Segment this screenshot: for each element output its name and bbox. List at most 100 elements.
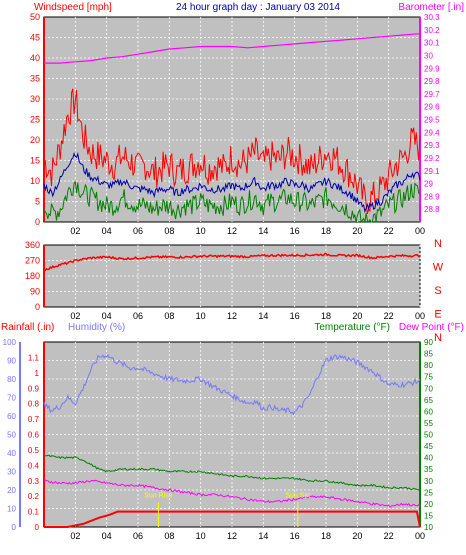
direction-x-tick-label: 02 xyxy=(70,311,80,321)
wind-x-tick-label: 00 xyxy=(415,226,425,236)
direction-x-tick-label: 06 xyxy=(133,311,143,321)
barometer-y-tick-label: 29.9 xyxy=(424,64,440,73)
humidity-y-tick-label: 30 xyxy=(7,468,16,477)
climate-x-tick-label: 02 xyxy=(70,531,80,541)
barometer-y-tick-label: 29.4 xyxy=(424,128,440,137)
barometer-axis-title: Barometer [.in] xyxy=(398,2,464,13)
windspeed-y-tick-label: 35 xyxy=(30,74,40,84)
direction-x-tick-label: 16 xyxy=(290,311,300,321)
windspeed-y-tick-label: 30 xyxy=(30,94,40,104)
temperature-y-tick-label: 25 xyxy=(424,488,433,497)
direction-letter: N xyxy=(434,332,442,344)
direction-x-tick-label: 14 xyxy=(258,311,268,321)
direction-x-tick-label: 00 xyxy=(415,311,425,321)
climate-x-tick-label: 10 xyxy=(196,531,206,541)
rainfall-axis-title: Rainfall (.in) xyxy=(1,322,54,333)
temperature-y-tick-label: 40 xyxy=(424,454,433,463)
windspeed-y-tick-label: 45 xyxy=(30,33,40,43)
direction-letter: N xyxy=(434,238,442,250)
temperature-y-tick-label: 10 xyxy=(424,523,433,532)
rainfall-y-tick-label: 1.1 xyxy=(28,353,40,362)
wind-x-tick-label: 18 xyxy=(321,226,331,236)
wind-x-tick-label: 02 xyxy=(70,226,80,236)
wind-x-tick-label: 10 xyxy=(196,226,206,236)
direction-x-tick-label: 10 xyxy=(196,311,206,321)
barometer-y-tick-label: 30.1 xyxy=(424,39,440,48)
temperature-y-tick-label: 15 xyxy=(424,511,433,520)
windspeed-y-tick-label: 15 xyxy=(30,156,40,166)
climate-x-tick-label: 18 xyxy=(321,531,331,541)
temperature-y-tick-label: 60 xyxy=(424,407,433,416)
temperature-y-tick-label: 70 xyxy=(424,384,433,393)
humidity-y-tick-label: 10 xyxy=(7,505,16,514)
humidity-y-tick-label: 80 xyxy=(7,375,16,384)
wind-x-tick-label: 12 xyxy=(227,226,237,236)
climate-x-tick-label: 12 xyxy=(227,531,237,541)
barometer-y-tick-label: 29.5 xyxy=(424,116,440,125)
wind-avg-series xyxy=(43,151,421,214)
wind-x-tick-label: 16 xyxy=(290,226,300,236)
rainfall-y-tick-label: 0.5 xyxy=(28,446,40,455)
barometer-y-tick-label: 29.1 xyxy=(424,167,440,176)
barometer-y-tick-label: 29.3 xyxy=(424,141,440,150)
direction-x-tick-label: 08 xyxy=(164,311,174,321)
climate-x-tick-label: 06 xyxy=(133,531,143,541)
climate-x-tick-label: 00 xyxy=(415,531,425,541)
temperature-y-tick-label: 90 xyxy=(424,338,433,347)
barometer-y-tick-label: 29.7 xyxy=(424,90,440,99)
rainfall-y-tick-label: 1 xyxy=(35,369,40,378)
wind-gust-series xyxy=(43,88,421,215)
sun-marker-label: Sun Rise xyxy=(144,493,173,500)
wind-x-tick-label: 08 xyxy=(164,226,174,236)
direction-y-tick-label: 0 xyxy=(35,302,40,312)
humidity-y-tick-label: 20 xyxy=(7,486,16,495)
rainfall-y-tick-label: 0.1 xyxy=(28,508,40,517)
temperature-y-tick-label: 55 xyxy=(424,419,433,428)
temperature-y-tick-label: 80 xyxy=(424,361,433,370)
temperature-y-tick-label: 75 xyxy=(424,373,433,382)
barometer-y-tick-label: 30.3 xyxy=(424,13,440,22)
temperature-y-tick-label: 50 xyxy=(424,431,433,440)
sun-marker-label: Sun Set xyxy=(285,493,310,500)
humidity-y-tick-label: 90 xyxy=(7,357,16,366)
direction-x-tick-label: 22 xyxy=(384,311,394,321)
temperature-y-tick-label: 35 xyxy=(424,465,433,474)
barometer-y-tick-label: 30 xyxy=(424,51,433,60)
climate-x-tick-label: 08 xyxy=(164,531,174,541)
graph-title: 24 hour graph day : January 03 2014 xyxy=(176,2,340,13)
climate-x-tick-label: 22 xyxy=(384,531,394,541)
barometer-y-tick-label: 29 xyxy=(424,180,433,189)
windspeed-y-tick-label: 25 xyxy=(30,115,40,125)
direction-x-tick-label: 04 xyxy=(102,311,112,321)
temperature-y-tick-label: 65 xyxy=(424,396,433,405)
wind-x-tick-label: 04 xyxy=(102,226,112,236)
dew-point-series xyxy=(43,479,421,508)
humidity-y-tick-label: 40 xyxy=(7,449,16,458)
wind-direction-series xyxy=(43,252,421,272)
windspeed-axis-title: Windspeed [mph] xyxy=(34,2,112,13)
climate-x-tick-label: 16 xyxy=(290,531,300,541)
barometer-y-tick-label: 29.6 xyxy=(424,103,440,112)
windspeed-y-tick-label: 0 xyxy=(35,217,40,227)
temperature-axis-title: Temperature (°F) xyxy=(314,322,390,333)
humidity-y-tick-label: 100 xyxy=(3,338,17,347)
rainfall-y-tick-label: 0.9 xyxy=(28,384,40,393)
windspeed-y-tick-label: 40 xyxy=(30,53,40,63)
dew-point-axis-title: Dew Point (°F) xyxy=(399,322,464,333)
humidity-y-tick-label: 50 xyxy=(7,431,16,440)
climate-x-tick-label: 04 xyxy=(102,531,112,541)
windspeed-y-tick-label: 5 xyxy=(35,197,40,207)
climate-x-tick-label: 20 xyxy=(352,531,362,541)
direction-x-tick-label: 20 xyxy=(352,311,362,321)
direction-y-tick-label: 90 xyxy=(30,287,40,297)
barometer-y-tick-label: 29.2 xyxy=(424,154,440,163)
windspeed-y-tick-label: 10 xyxy=(30,176,40,186)
wind-low-series xyxy=(43,180,421,223)
humidity-y-tick-label: 60 xyxy=(7,412,16,421)
temperature-y-tick-label: 30 xyxy=(424,477,433,486)
temperature-series xyxy=(43,454,421,491)
wind-x-tick-label: 14 xyxy=(258,226,268,236)
rainfall-y-tick-label: 0.6 xyxy=(28,431,40,440)
